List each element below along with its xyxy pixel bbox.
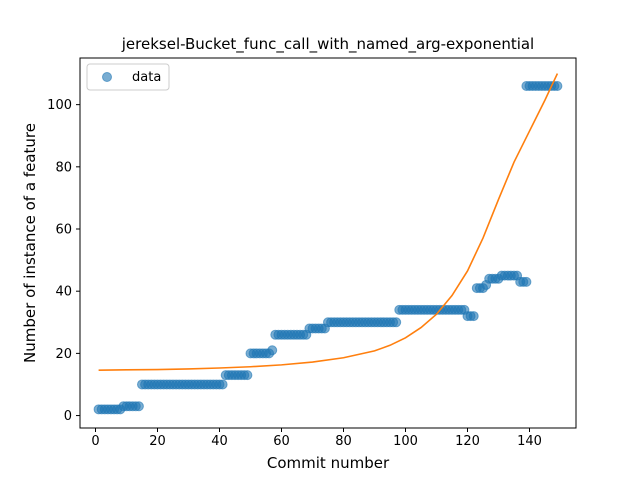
x-axis-label: Commit number: [267, 454, 390, 472]
data-point: [521, 276, 532, 287]
x-tick-label: 140: [517, 434, 542, 449]
y-axis: 0 20 40 60 80 100: [47, 98, 80, 424]
legend-marker-data: [102, 72, 112, 82]
data-point: [391, 317, 402, 328]
x-tick-label: 100: [393, 434, 418, 449]
x-tick-label: 80: [335, 434, 352, 449]
y-axis-label: Number of instance of a feature: [21, 123, 39, 363]
legend-box: [86, 63, 170, 91]
fit-line: [98, 73, 559, 371]
y-tick-label: 60: [55, 223, 72, 238]
y-tick-label: 20: [55, 347, 72, 362]
x-axis: 0 20 40 60 80 100 120 140: [91, 428, 542, 449]
data-point: [468, 311, 479, 322]
y-tick-label: 0: [64, 409, 72, 424]
x-tick-label: 120: [455, 434, 480, 449]
data-point: [552, 80, 563, 91]
y-tick-label: 40: [55, 285, 72, 300]
plot-area: [93, 73, 563, 415]
chart-title: jereksel-Bucket_func_call_with_named_arg…: [121, 35, 534, 54]
data-point: [242, 370, 253, 381]
data-point: [267, 345, 278, 356]
y-tick-label: 80: [55, 160, 72, 175]
x-tick-label: 20: [149, 434, 166, 449]
x-tick-label: 60: [273, 434, 290, 449]
x-tick-label: 40: [211, 434, 228, 449]
x-tick-label: 0: [91, 434, 99, 449]
data-point: [217, 379, 228, 390]
legend: data: [86, 63, 170, 91]
axes-frame: [79, 57, 577, 429]
y-tick-label: 100: [47, 98, 72, 113]
legend-label-data: data: [132, 70, 161, 85]
data-point: [133, 401, 144, 412]
